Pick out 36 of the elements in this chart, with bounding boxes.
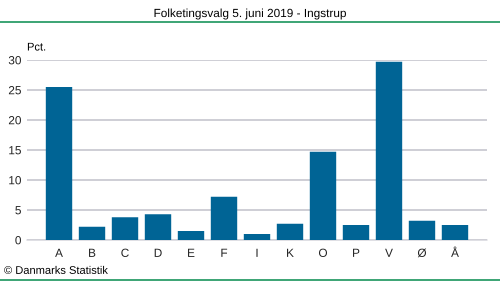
x-tick-label: P: [353, 248, 360, 257]
bar: [342, 225, 370, 240]
x-tick-label: V: [385, 248, 393, 257]
bar: [376, 62, 402, 240]
bar: [310, 152, 336, 240]
y-tick-label: 30: [8, 56, 21, 64]
x-tick-label: A: [55, 248, 63, 257]
y-tick-label: 10: [9, 176, 21, 184]
x-tick-label: E: [188, 248, 194, 257]
x-tick-label: Å: [451, 246, 459, 257]
bar: [144, 214, 172, 240]
x-tick-label: O: [318, 248, 328, 258]
x-tick-label: F: [221, 248, 228, 257]
y-tick-label: 25: [8, 86, 21, 94]
x-tick-label: B: [89, 248, 96, 257]
y-tick-label: 15: [9, 146, 21, 154]
bar: [408, 220, 436, 240]
y-axis-title: Pct.: [28, 42, 46, 51]
bar: [442, 225, 468, 240]
x-tick-label: C: [121, 248, 129, 258]
y-tick-label: 5: [15, 206, 21, 214]
x-tick-label: I: [256, 248, 258, 257]
text: © Danmarks Statistik: [4, 266, 108, 274]
x-tick-label: Ø: [418, 248, 426, 258]
bar: [112, 217, 138, 240]
x-tick-label: D: [154, 248, 162, 257]
bar: [276, 224, 304, 240]
bar: [78, 226, 106, 240]
bar: [210, 196, 238, 240]
bar: [46, 87, 72, 240]
y-tick-label: 20: [8, 116, 21, 124]
bar: [244, 234, 270, 240]
x-tick-label: K: [287, 248, 294, 257]
y-tick-label: 0: [15, 236, 21, 244]
bar: [178, 231, 204, 240]
chart-title: Folketingsvalg 5. juni 2019 - Ingstrup: [154, 8, 346, 20]
